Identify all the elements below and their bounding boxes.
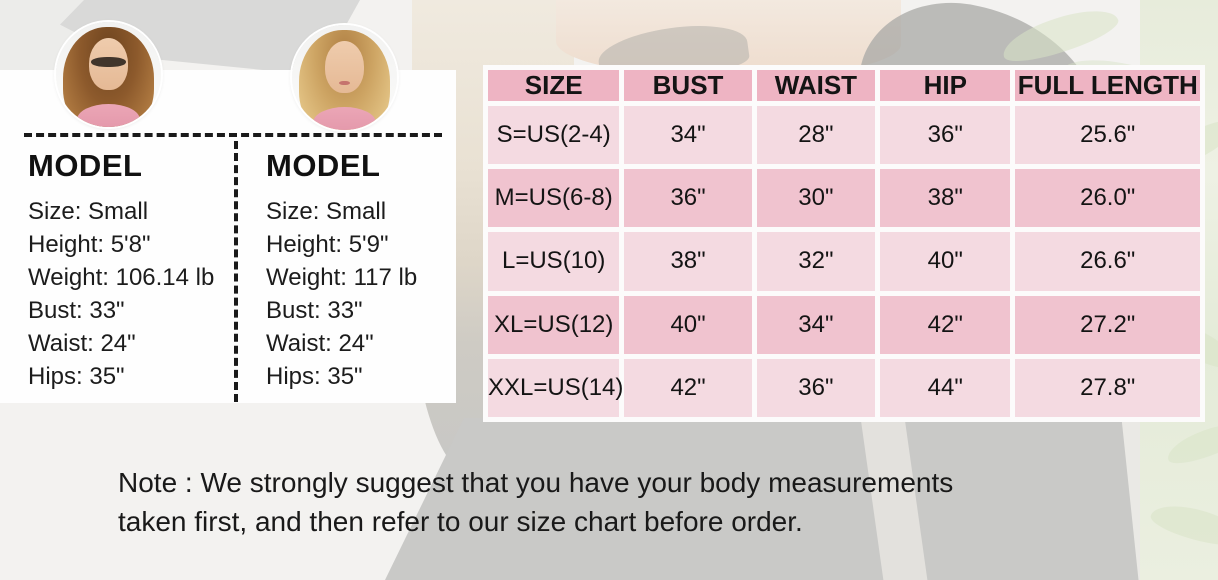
cell-size: S=US(2-4)	[488, 106, 620, 165]
cell-bust: 42"	[624, 358, 752, 417]
cell-full-length: 27.8"	[1015, 358, 1200, 417]
cell-hip: 40"	[880, 232, 1011, 291]
cell-waist: 34"	[756, 295, 876, 354]
model2-face	[324, 40, 365, 94]
cell-size: M=US(6-8)	[488, 169, 620, 228]
background-model-dress	[385, 418, 1175, 580]
model-photo-2	[292, 25, 397, 130]
table-row-m: M=US(6-8) 36" 30" 38" 26.0"	[488, 169, 1200, 228]
size-chart-header-row: SIZE BUST WAIST HIP FULL LENGTH	[488, 70, 1200, 101]
model-height: Height: 5'8"	[28, 231, 151, 258]
model2-lips	[339, 80, 350, 86]
cell-waist: 28"	[756, 106, 876, 165]
table-row-s: S=US(2-4) 34" 28" 36" 25.6"	[488, 106, 1200, 165]
cell-full-length: 27.2"	[1015, 295, 1200, 354]
cell-size: L=US(10)	[488, 232, 620, 291]
size-note-line-1: Note : We strongly suggest that you have…	[118, 467, 954, 498]
model-hips: Hips: 35"	[266, 363, 363, 390]
cell-bust: 36"	[624, 169, 752, 228]
model-size: Size: Small	[28, 198, 149, 225]
column-header-waist: WAIST	[756, 70, 876, 101]
cell-bust: 38"	[624, 232, 752, 291]
cell-hip: 38"	[880, 169, 1011, 228]
model-size: Size: Small	[266, 198, 387, 225]
cell-waist: 36"	[756, 358, 876, 417]
model-bust: Bust: 33"	[266, 297, 363, 324]
model-card-1: MODEL Size: Small Height: 5'8" Weight: 1…	[28, 148, 228, 393]
model-hips: Hips: 35"	[28, 363, 125, 390]
size-chart-table: SIZE BUST WAIST HIP FULL LENGTH S=US(2-4…	[483, 65, 1205, 422]
cell-waist: 32"	[756, 232, 876, 291]
table-row-xl: XL=US(12) 40" 34" 42" 27.2"	[488, 295, 1200, 354]
cell-bust: 40"	[624, 295, 752, 354]
cell-size: XL=US(12)	[488, 295, 620, 354]
cell-hip: 36"	[880, 106, 1011, 165]
model-info-panel	[0, 70, 456, 403]
model-weight: Weight: 106.14 lb	[28, 264, 215, 291]
model-waist: Waist: 24"	[28, 330, 136, 357]
model-height: Height: 5'9"	[266, 231, 389, 258]
cell-size: XXL=US(14)	[488, 358, 623, 417]
model-card-heading: MODEL	[266, 148, 381, 183]
model2-pink-top	[313, 106, 376, 130]
sunglasses-icon	[90, 56, 127, 68]
model-waist: Waist: 24"	[266, 330, 374, 357]
model-photo-1	[56, 22, 161, 127]
size-note-line-2: taken first, and then refer to our size …	[118, 506, 803, 537]
model-card-2: MODEL Size: Small Height: 5'9" Weight: 1…	[266, 148, 466, 393]
table-row-l: L=US(10) 38" 32" 40" 26.6"	[488, 232, 1200, 291]
cell-hip: 42"	[880, 295, 1011, 354]
size-note: Note : We strongly suggest that you have…	[118, 463, 1168, 541]
cell-full-length: 26.6"	[1015, 232, 1200, 291]
model-weight: Weight: 117 lb	[266, 264, 418, 291]
column-header-size: SIZE	[488, 70, 620, 101]
model1-pink-top	[77, 103, 140, 127]
cell-waist: 30"	[756, 169, 876, 228]
cell-bust: 34"	[624, 106, 752, 165]
column-header-full-length: FULL LENGTH	[1015, 70, 1200, 101]
dashed-divider-vertical	[234, 141, 238, 402]
column-header-hip: HIP	[880, 70, 1011, 101]
dashed-divider-horizontal	[24, 133, 442, 137]
cell-full-length: 25.6"	[1015, 106, 1200, 165]
model-card-heading: MODEL	[28, 148, 143, 183]
model-bust: Bust: 33"	[28, 297, 125, 324]
cell-hip: 44"	[880, 358, 1011, 417]
table-row-xxl: XXL=US(14) 42" 36" 44" 27.8"	[488, 358, 1200, 417]
column-header-bust: BUST	[624, 70, 752, 101]
cell-full-length: 26.0"	[1015, 169, 1200, 228]
